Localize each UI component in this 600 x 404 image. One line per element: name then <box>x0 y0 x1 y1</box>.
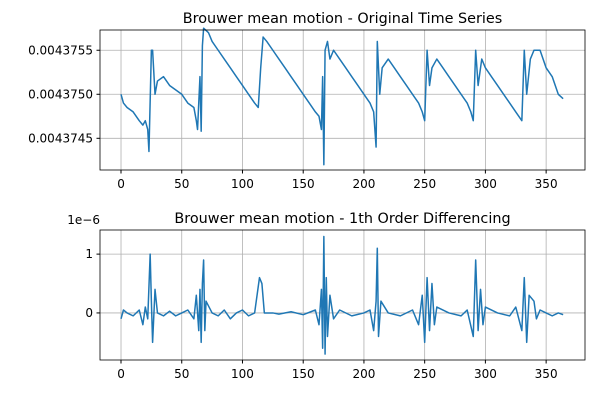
x-tick-label: 150 <box>292 177 315 191</box>
y-tick-label: 1 <box>85 247 93 261</box>
plot-frame <box>99 29 586 171</box>
chart-title: Brouwer mean motion - 1th Order Differen… <box>174 211 510 227</box>
x-tick-label: 250 <box>413 177 436 191</box>
y-tick-label: 0 <box>85 306 93 320</box>
x-tick-label: 200 <box>352 367 375 381</box>
y-offset-text: 1e−6 <box>67 213 100 227</box>
x-tick-label: 0 <box>117 367 125 381</box>
data-line <box>120 27 564 166</box>
x-tick-label: 100 <box>231 367 254 381</box>
y-tick-label: 0.0043755 <box>28 43 93 57</box>
x-tick-label: 100 <box>231 177 254 191</box>
plot-frame <box>99 229 586 361</box>
x-tick-label: 300 <box>474 367 497 381</box>
y-tick-label: 0.0043745 <box>28 131 93 145</box>
x-tick-label: 200 <box>352 177 375 191</box>
x-tick-label: 350 <box>535 177 558 191</box>
x-tick-label: 0 <box>117 177 125 191</box>
chart-title: Brouwer mean motion - Original Time Seri… <box>183 11 503 27</box>
x-tick-label: 50 <box>174 367 189 381</box>
x-tick-label: 300 <box>474 177 497 191</box>
x-tick-label: 150 <box>292 367 315 381</box>
x-tick-label: 50 <box>174 177 189 191</box>
x-tick-label: 250 <box>413 367 436 381</box>
data-line <box>120 235 564 355</box>
x-tick-label: 350 <box>535 367 558 381</box>
y-tick-label: 0.0043750 <box>28 87 93 101</box>
